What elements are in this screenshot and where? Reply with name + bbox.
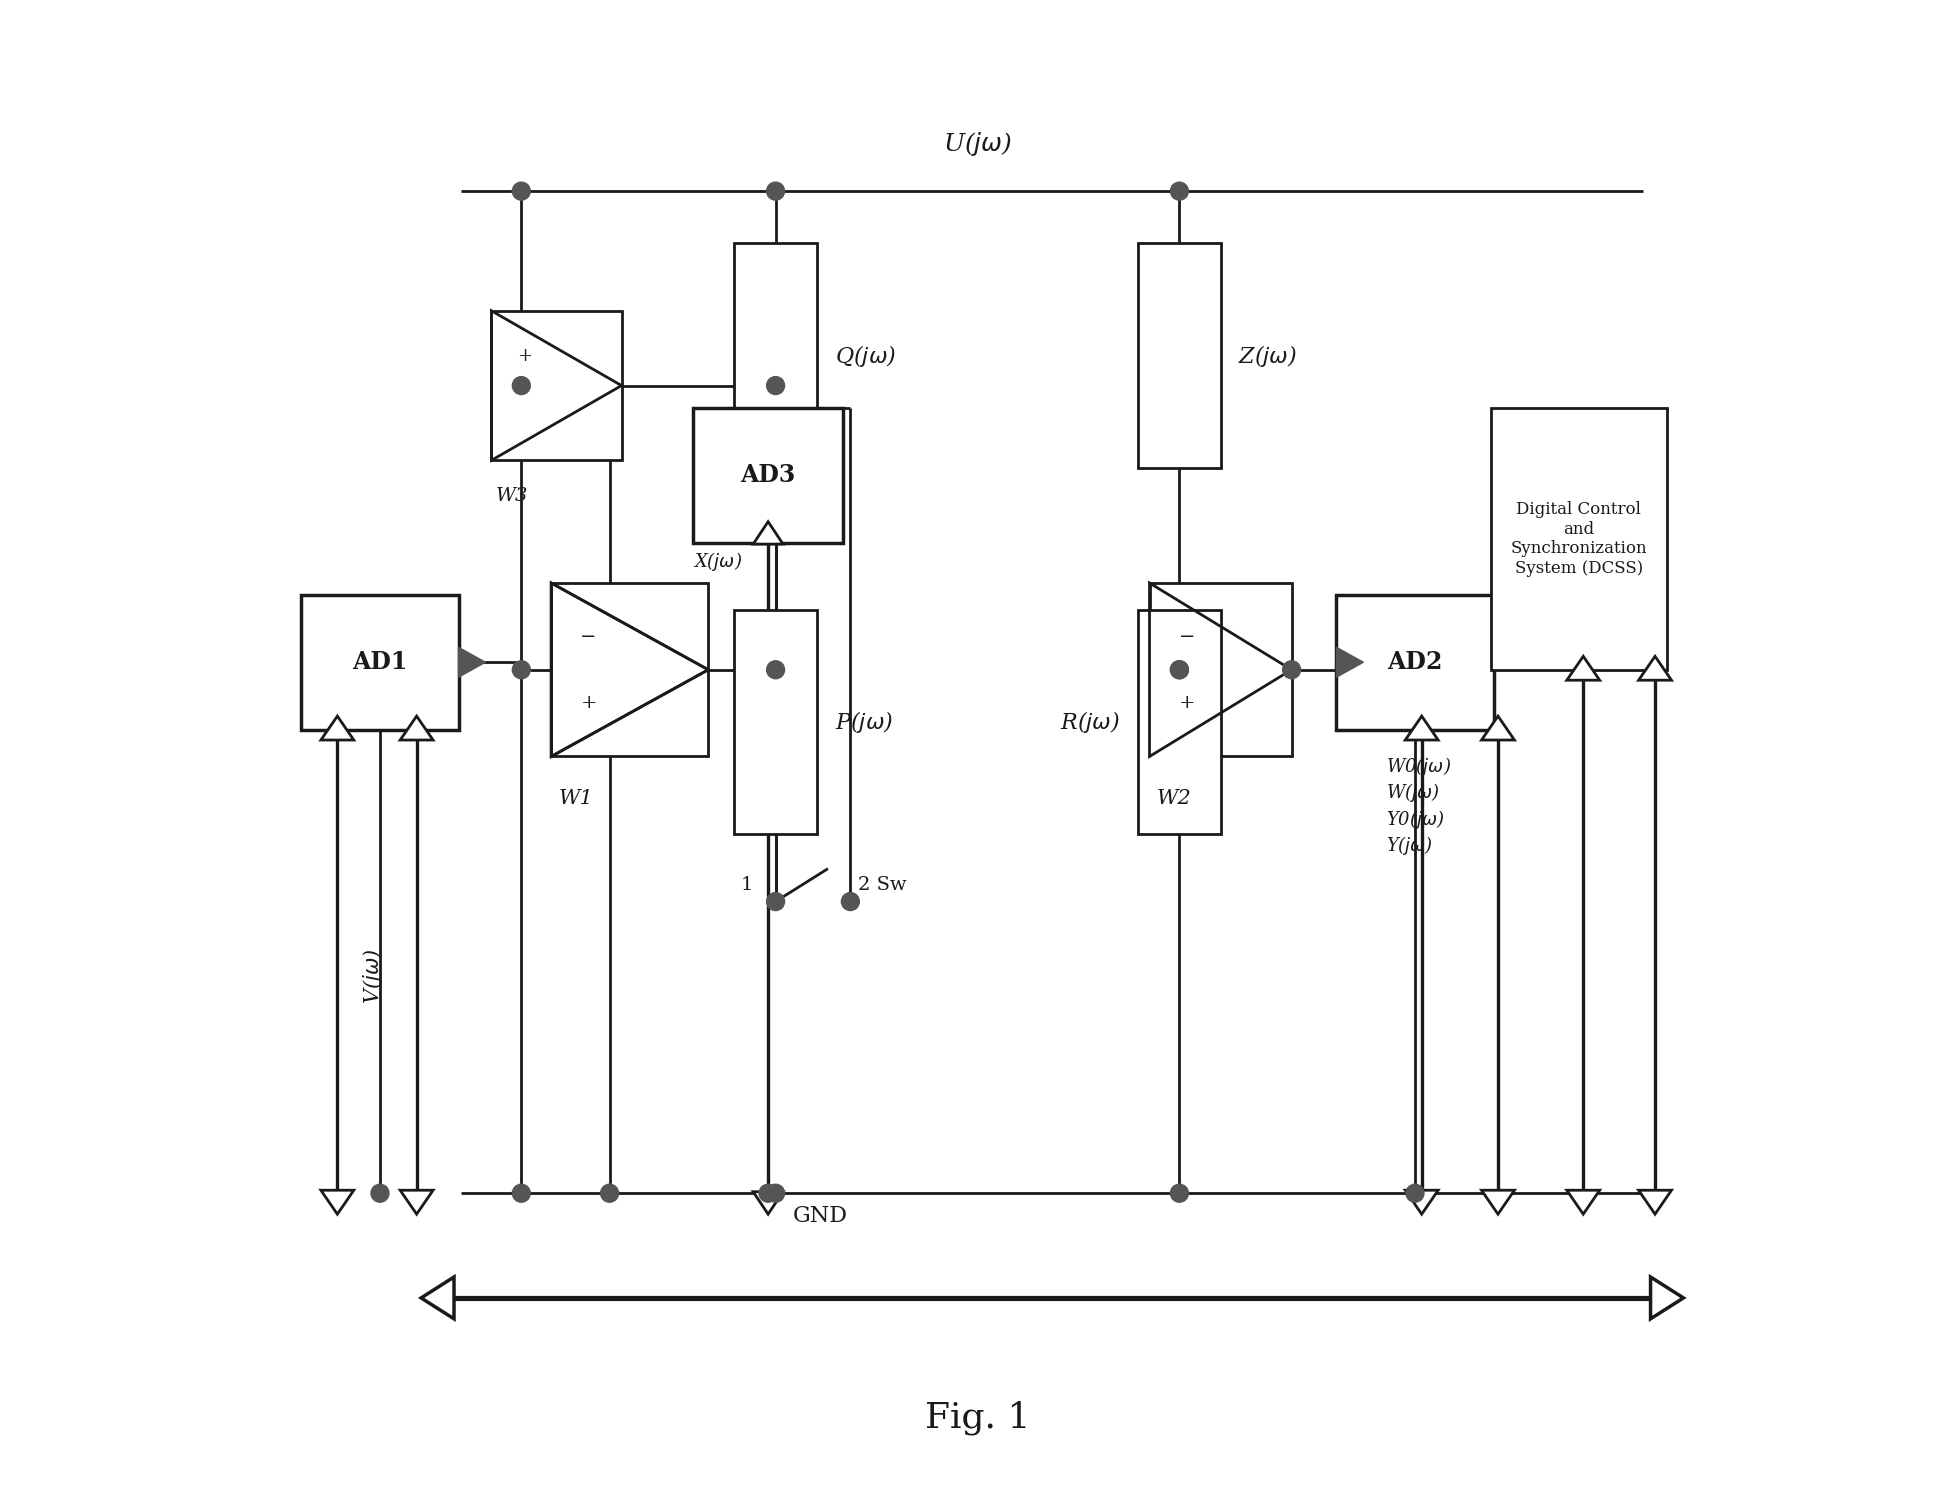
Text: −: − — [1179, 627, 1195, 645]
Text: AD2: AD2 — [1388, 650, 1443, 674]
Bar — [1138, 611, 1220, 835]
Bar — [1150, 584, 1292, 757]
Text: X($j\omega$): X($j\omega$) — [694, 550, 743, 573]
Polygon shape — [321, 716, 354, 740]
Text: P($j\omega$): P($j\omega$) — [835, 708, 893, 735]
Circle shape — [759, 1184, 776, 1202]
Circle shape — [600, 1184, 618, 1202]
Polygon shape — [1638, 656, 1672, 680]
Polygon shape — [1406, 1190, 1439, 1214]
Circle shape — [512, 182, 530, 200]
Text: W3: W3 — [497, 487, 528, 505]
Polygon shape — [1650, 1277, 1683, 1319]
Circle shape — [512, 660, 530, 678]
Circle shape — [766, 892, 784, 910]
Polygon shape — [753, 522, 784, 544]
Circle shape — [1171, 1184, 1189, 1202]
Circle shape — [766, 376, 784, 394]
Text: AD3: AD3 — [741, 463, 796, 487]
Text: V($j\omega$): V($j\omega$) — [362, 949, 385, 1005]
Polygon shape — [1566, 656, 1599, 680]
Bar — [1138, 244, 1220, 468]
Circle shape — [1282, 660, 1300, 678]
Polygon shape — [459, 647, 485, 677]
Circle shape — [1171, 182, 1189, 200]
Text: −: − — [581, 627, 596, 645]
Circle shape — [766, 182, 784, 200]
Polygon shape — [1337, 647, 1363, 677]
Circle shape — [371, 1184, 389, 1202]
Text: AD1: AD1 — [352, 650, 409, 674]
Polygon shape — [1482, 1190, 1515, 1214]
Circle shape — [1171, 660, 1189, 678]
Text: +: + — [516, 346, 532, 364]
Polygon shape — [753, 1191, 784, 1214]
Circle shape — [512, 376, 530, 394]
Bar — [1337, 596, 1494, 729]
Bar — [551, 584, 708, 757]
Polygon shape — [401, 1190, 434, 1214]
Text: U($j\omega$): U($j\omega$) — [942, 131, 1013, 158]
Polygon shape — [401, 716, 434, 740]
Bar — [735, 244, 817, 468]
Text: W0($j\omega$)
W($j\omega$)
Y0($j\omega$)
Y($j\omega$): W0($j\omega$) W($j\omega$) Y0($j\omega$)… — [1386, 755, 1451, 857]
Polygon shape — [420, 1277, 454, 1319]
Text: Digital Control
and
Synchronization
System (DCSS): Digital Control and Synchronization Syst… — [1511, 501, 1646, 576]
Text: 2 Sw: 2 Sw — [858, 877, 907, 893]
Polygon shape — [1566, 1190, 1599, 1214]
Bar — [694, 408, 843, 543]
Text: Z($j\omega$): Z($j\omega$) — [1239, 343, 1298, 368]
Text: Q($j\omega$): Q($j\omega$) — [835, 343, 895, 368]
Circle shape — [512, 1184, 530, 1202]
Circle shape — [1171, 660, 1189, 678]
Text: +: + — [1179, 693, 1195, 711]
Text: W2: W2 — [1157, 790, 1193, 808]
Bar — [735, 611, 817, 835]
Text: +: + — [581, 693, 596, 711]
Bar — [491, 311, 622, 460]
Text: 1: 1 — [741, 877, 753, 893]
Bar — [301, 596, 459, 729]
Circle shape — [766, 1184, 784, 1202]
Circle shape — [766, 660, 784, 678]
Bar — [1490, 408, 1668, 669]
Circle shape — [841, 892, 860, 910]
Polygon shape — [1638, 1190, 1672, 1214]
Polygon shape — [1406, 716, 1439, 740]
Circle shape — [1406, 1184, 1423, 1202]
Text: W1: W1 — [559, 790, 594, 808]
Text: Fig. 1: Fig. 1 — [925, 1400, 1030, 1435]
Text: GND: GND — [794, 1205, 848, 1227]
Polygon shape — [321, 1190, 354, 1214]
Text: R($j\omega$): R($j\omega$) — [1060, 708, 1120, 735]
Polygon shape — [1482, 716, 1515, 740]
